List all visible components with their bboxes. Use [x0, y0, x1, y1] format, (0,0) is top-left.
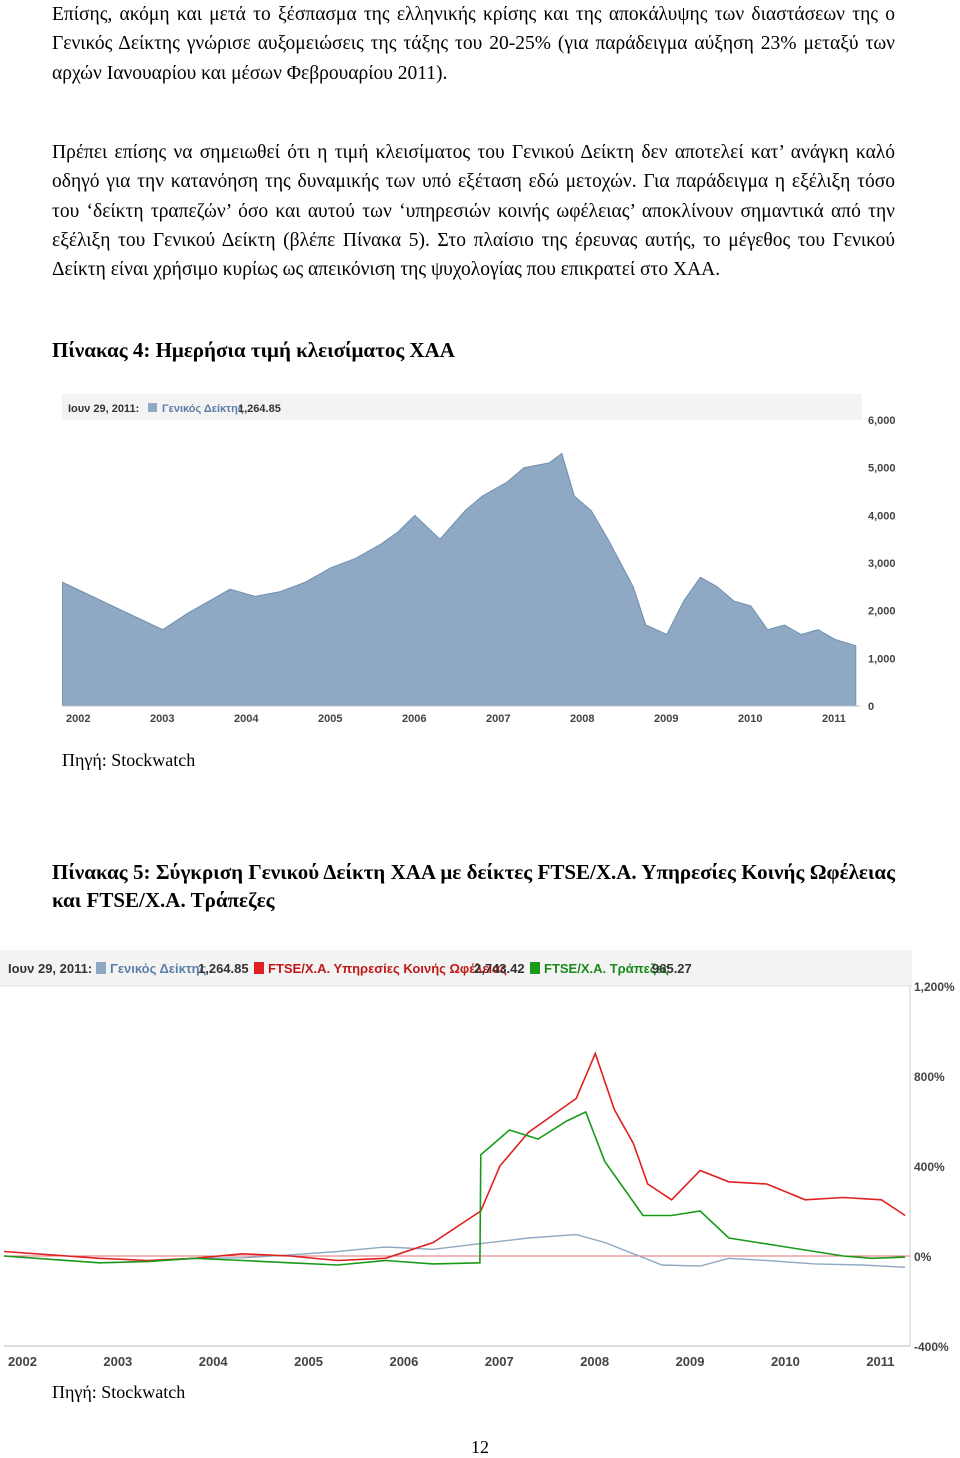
area-general-index [62, 452, 857, 707]
x-tick-label: 2006 [402, 713, 426, 725]
page-number: 12 [471, 1437, 489, 1457]
y-tick-label: 5,000 [868, 463, 896, 475]
legend-swatch-banks [530, 962, 540, 974]
x-tick-label: 2002 [66, 713, 90, 725]
plot-area [3, 986, 911, 1347]
legend-date: Ιουν 29, 2011: [8, 961, 92, 976]
y-tick-label: 0% [914, 1250, 932, 1264]
y-tick-label: 4,000 [868, 510, 896, 522]
x-tick-label: 2008 [580, 1354, 609, 1369]
x-tick-label: 2005 [294, 1354, 323, 1369]
legend-swatch-general [96, 962, 106, 974]
x-axis: 2002 2003 2004 2005 2006 2007 2008 2009 2010 2011 [66, 713, 846, 725]
x-tick-label: 2008 [570, 713, 594, 725]
legend-date: Ιουν 29, 2011: [68, 403, 139, 415]
legend-series-name: Γενικός Δείκτης [162, 403, 244, 415]
table5-source: Πηγή: Stockwatch [52, 1382, 186, 1402]
legend-name-utilities: FTSE/Χ.Α. Υπηρεσίες Κοινής Ωφέλειας [268, 961, 507, 976]
legend-bar [62, 394, 862, 420]
x-tick-label: 2007 [486, 713, 510, 725]
y-axis: -400% 0% 400% 800% 1,200% [914, 980, 955, 1354]
legend-name-banks: FTSE/Χ.Α. Τράπεζες [544, 961, 669, 976]
legend-swatch-utilities [254, 962, 264, 974]
legend-name-general: Γενικός Δείκτης [110, 961, 207, 976]
legend-swatch [148, 403, 157, 412]
x-tick-label: 2005 [318, 713, 342, 725]
x-tick-label: 2003 [150, 713, 174, 725]
y-tick-label: 0 [868, 701, 874, 713]
x-tick-label: 2007 [485, 1354, 514, 1369]
x-tick-label: 2010 [738, 713, 762, 725]
y-axis: 0 1,000 2,000 3,000 4,000 5,000 6,000 [868, 415, 896, 713]
y-tick-label: 1,200% [914, 980, 955, 994]
x-tick-label: 2009 [654, 713, 678, 725]
x-tick-label: 2006 [389, 1354, 418, 1369]
x-tick-label: 2011 [866, 1354, 894, 1369]
table5-title: Πίνακας 5: Σύγκριση Γενικού Δείκτη ΧΑΑ μ… [52, 860, 895, 912]
general-index-chart: Ιουν 29, 2011: Γενικός Δείκτης 1,264.85 … [62, 394, 902, 730]
paragraph-2: Πρέπει επίσης να σημειωθεί ότι η τιμή κλ… [52, 142, 895, 281]
legend-value-utilities: 2,743.42 [474, 961, 525, 976]
x-tick-label: 2011 [822, 713, 846, 725]
y-tick-label: 3,000 [868, 558, 896, 570]
general-index-chart-svg: Ιουν 29, 2011: Γενικός Δείκτης 1,264.85 … [62, 394, 902, 730]
x-tick-label: 2010 [771, 1354, 800, 1369]
x-tick-label: 2003 [103, 1354, 132, 1369]
legend-value-banks: 965.27 [652, 961, 692, 976]
x-tick-label: 2004 [199, 1354, 229, 1369]
y-tick-label: 800% [914, 1070, 945, 1084]
table4-source: Πηγή: Stockwatch [62, 750, 196, 770]
x-tick-label: 2002 [8, 1354, 37, 1369]
y-tick-label: 400% [914, 1160, 945, 1174]
comparison-chart-svg: Ιουν 29, 2011: Γενικός Δείκτης 1,264.85 … [0, 950, 960, 1376]
y-tick-label: 6,000 [868, 415, 896, 427]
y-tick-label: 1,000 [868, 653, 896, 665]
table4-title: Πίνακας 4: Ημερήσια τιμή κλεισίματος ΧΑΑ [52, 338, 455, 362]
line-banks [3, 1110, 906, 1266]
plot-area [62, 452, 860, 707]
y-tick-label: 2,000 [868, 606, 896, 618]
comparison-chart: Ιουν 29, 2011: Γενικός Δείκτης 1,264.85 … [0, 950, 960, 1376]
legend-value-general: 1,264.85 [198, 961, 249, 976]
legend-bar [0, 950, 912, 986]
x-tick-label: 2009 [676, 1354, 705, 1369]
y-tick-label: -400% [914, 1340, 949, 1354]
line-utilities [3, 1051, 906, 1262]
x-tick-label: 2004 [234, 713, 259, 725]
paragraph-1: Επίσης, ακόμη και μετά το ξέσπασμα της ε… [52, 4, 895, 84]
x-axis: 2002 2003 2004 2005 2006 2007 2008 2009 2010 2011 [8, 1354, 895, 1369]
legend-series-value: 1,264.85 [238, 403, 281, 415]
